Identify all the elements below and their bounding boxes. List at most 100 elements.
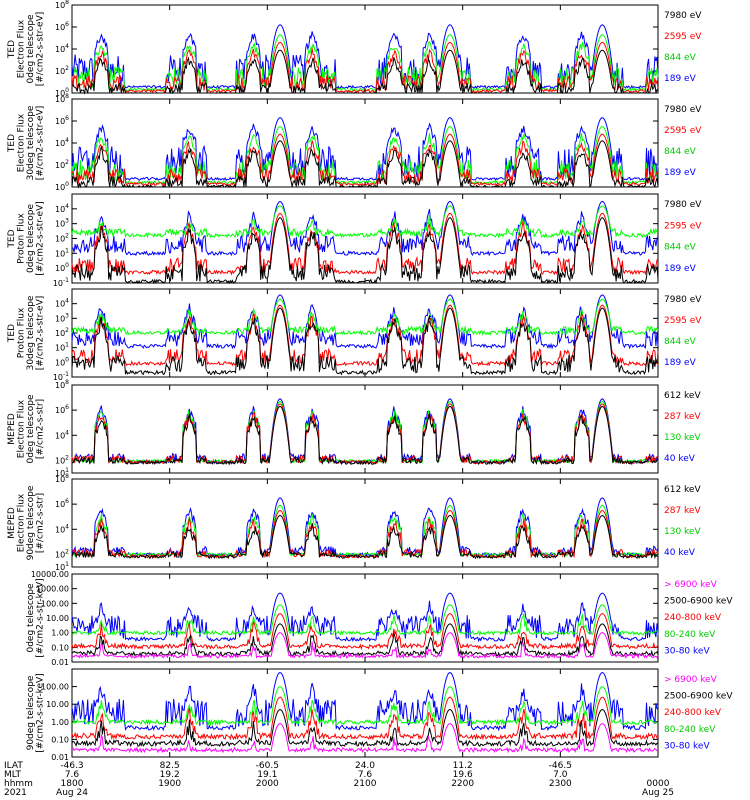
x-row-label: 2021 (4, 788, 27, 798)
y-axis-label: 30deg telescope (26, 105, 36, 180)
y-tick-label: 0.01 (51, 658, 69, 667)
y-axis-label: Electron Flux (17, 19, 27, 78)
legend-label: 612 keV (664, 391, 701, 401)
legend-label: 40 keV (664, 454, 696, 464)
series-line-844-ev (71, 298, 659, 337)
y-axis-label: [#/cm2-s-str-keV] (36, 673, 46, 752)
y-tick-label: 101 (55, 467, 69, 478)
series-line-612-kev (71, 405, 659, 466)
y-axis-label: [#/cm2-s-str] (36, 399, 46, 459)
panel-meped-p-0deg: 0.01 0.10 1.00 10.00 100.00 1000.00 10000.00 0d… (26, 570, 733, 667)
x-tick-label: 82.5 (160, 761, 180, 771)
x-tick-label: Aug 25 (642, 788, 674, 798)
legend-label: 189 eV (664, 264, 697, 274)
y-axis-label: Electron Flux (17, 493, 27, 552)
series-line-2595-ev (71, 304, 659, 368)
series-line-40-kev (71, 398, 659, 465)
legend-label: 189 eV (664, 168, 697, 178)
x-tick-label: 2300 (549, 779, 572, 789)
y-axis-label: 0deg telescope (26, 583, 36, 653)
y-axis-label: [#/cm2-s-str-eV] (36, 12, 46, 87)
legend-label: 30-80 keV (664, 741, 710, 751)
legend-label: 844 eV (664, 53, 697, 63)
legend-label: 7980 eV (664, 11, 702, 21)
series-line-189-ev (71, 200, 659, 257)
y-tick-label: 1.00 (51, 629, 69, 638)
series-line-240-800-kev (71, 696, 659, 741)
panel-ted-e-30deg: 100 102 104 106 108 TED Electron Flux 30deg tel… (7, 93, 702, 192)
legend-label: 80-240 keV (664, 630, 716, 640)
legend-label: 240-800 keV (664, 708, 722, 718)
y-axis-label: MEPED (7, 413, 17, 445)
y-tick-label: 106 (55, 21, 69, 32)
y-tick-label: 102 (55, 65, 69, 76)
legend-label: 130 keV (664, 527, 701, 537)
legend-label: 40 keV (664, 548, 696, 558)
series-line-287-kev (71, 403, 659, 465)
x-row-label: ILAT (4, 761, 23, 771)
x-tick-label: -60.5 (256, 761, 279, 771)
y-tick-label: 100 (55, 87, 69, 98)
y-axis-label: 30deg telescope (26, 295, 36, 370)
y-tick-label: 100 (55, 262, 69, 273)
y-tick-label: 101 (55, 342, 69, 353)
legend-label: 30-80 keV (664, 646, 710, 656)
series-line-189-ev (71, 294, 659, 350)
legend-label: 287 keV (664, 506, 701, 516)
x-tick-label: 24.0 (355, 761, 375, 771)
y-axis-label: [#/cm2-s-str-eV] (36, 296, 46, 371)
y-tick-label: 104 (55, 298, 69, 309)
series-line-612-kev (71, 514, 659, 560)
legend-label: 2595 eV (664, 32, 702, 42)
x-tick-label: 2100 (354, 779, 377, 789)
y-axis-label: Proton Flux (17, 213, 27, 264)
y-tick-label: 0.10 (51, 735, 69, 744)
y-tick-label: 100.00 (41, 683, 69, 692)
legend-label: 2595 eV (664, 126, 702, 136)
series-line-40-kev (71, 497, 659, 558)
panel-ted-e-0deg: 100 102 104 106 108 TED Electron Flux 0deg tele… (7, 0, 702, 98)
y-tick-label: 108 (55, 473, 69, 484)
y-tick-label: 102 (55, 159, 69, 170)
legend-label: 130 keV (664, 433, 701, 443)
y-tick-label: 103 (55, 218, 69, 229)
y-tick-label: 10.00 (46, 614, 69, 623)
y-axis-label: 90deg telescope (26, 485, 36, 560)
series-line-189-ev (71, 117, 659, 182)
x-tick-label: 11.2 (453, 761, 473, 771)
legend-label: 2595 eV (664, 316, 702, 326)
legend-label: 7980 eV (664, 105, 702, 115)
legend-label: 2595 eV (664, 221, 702, 231)
y-tick-label: 0.01 (51, 753, 69, 762)
panel-ted-p-0deg: 10-1 100 101 102 103 104 TED Proton Flux 0deg te… (7, 193, 702, 288)
series-line-240-800-kev (71, 613, 659, 651)
x-tick-label: 1800 (61, 779, 84, 789)
legend-label: 80-240 keV (664, 725, 716, 735)
legend-label: 844 eV (664, 243, 697, 253)
x-tick-label: 7.6 (65, 770, 80, 780)
y-axis-label: TED (7, 40, 17, 59)
x-tick-label: 19.2 (160, 770, 180, 780)
y-axis-label: MEPED (7, 507, 17, 539)
x-tick-label: 2200 (451, 779, 474, 789)
y-tick-label: 108 (55, 93, 69, 104)
y-tick-label: 10000.00 (31, 570, 69, 579)
x-tick-label: 7.0 (553, 770, 568, 780)
x-tick-label: 0000 (647, 779, 670, 789)
y-tick-label: 10.00 (46, 700, 69, 709)
panel-meped-p-90deg: 0.01 0.10 1.00 10.00 100.00 90deg telescope [#… (26, 668, 733, 762)
y-axis-label: 0deg telescope (26, 14, 36, 84)
legend-label: 844 eV (664, 147, 697, 157)
panel-meped-e-0deg: 101 102 104 106 108 MEPED Electron Flux 0deg te… (7, 379, 701, 478)
series-line--6900-kev (71, 723, 659, 754)
series-line-80-240-kev (71, 604, 659, 637)
y-tick-label: 103 (55, 312, 69, 323)
series-line-80-240-kev (71, 686, 658, 727)
legend-label: 844 eV (664, 337, 697, 347)
y-tick-label: 104 (55, 429, 69, 440)
legend-label: 2500-6900 keV (664, 692, 733, 702)
series-line-130-kev (71, 504, 659, 558)
legend-label: 189 eV (664, 358, 697, 368)
